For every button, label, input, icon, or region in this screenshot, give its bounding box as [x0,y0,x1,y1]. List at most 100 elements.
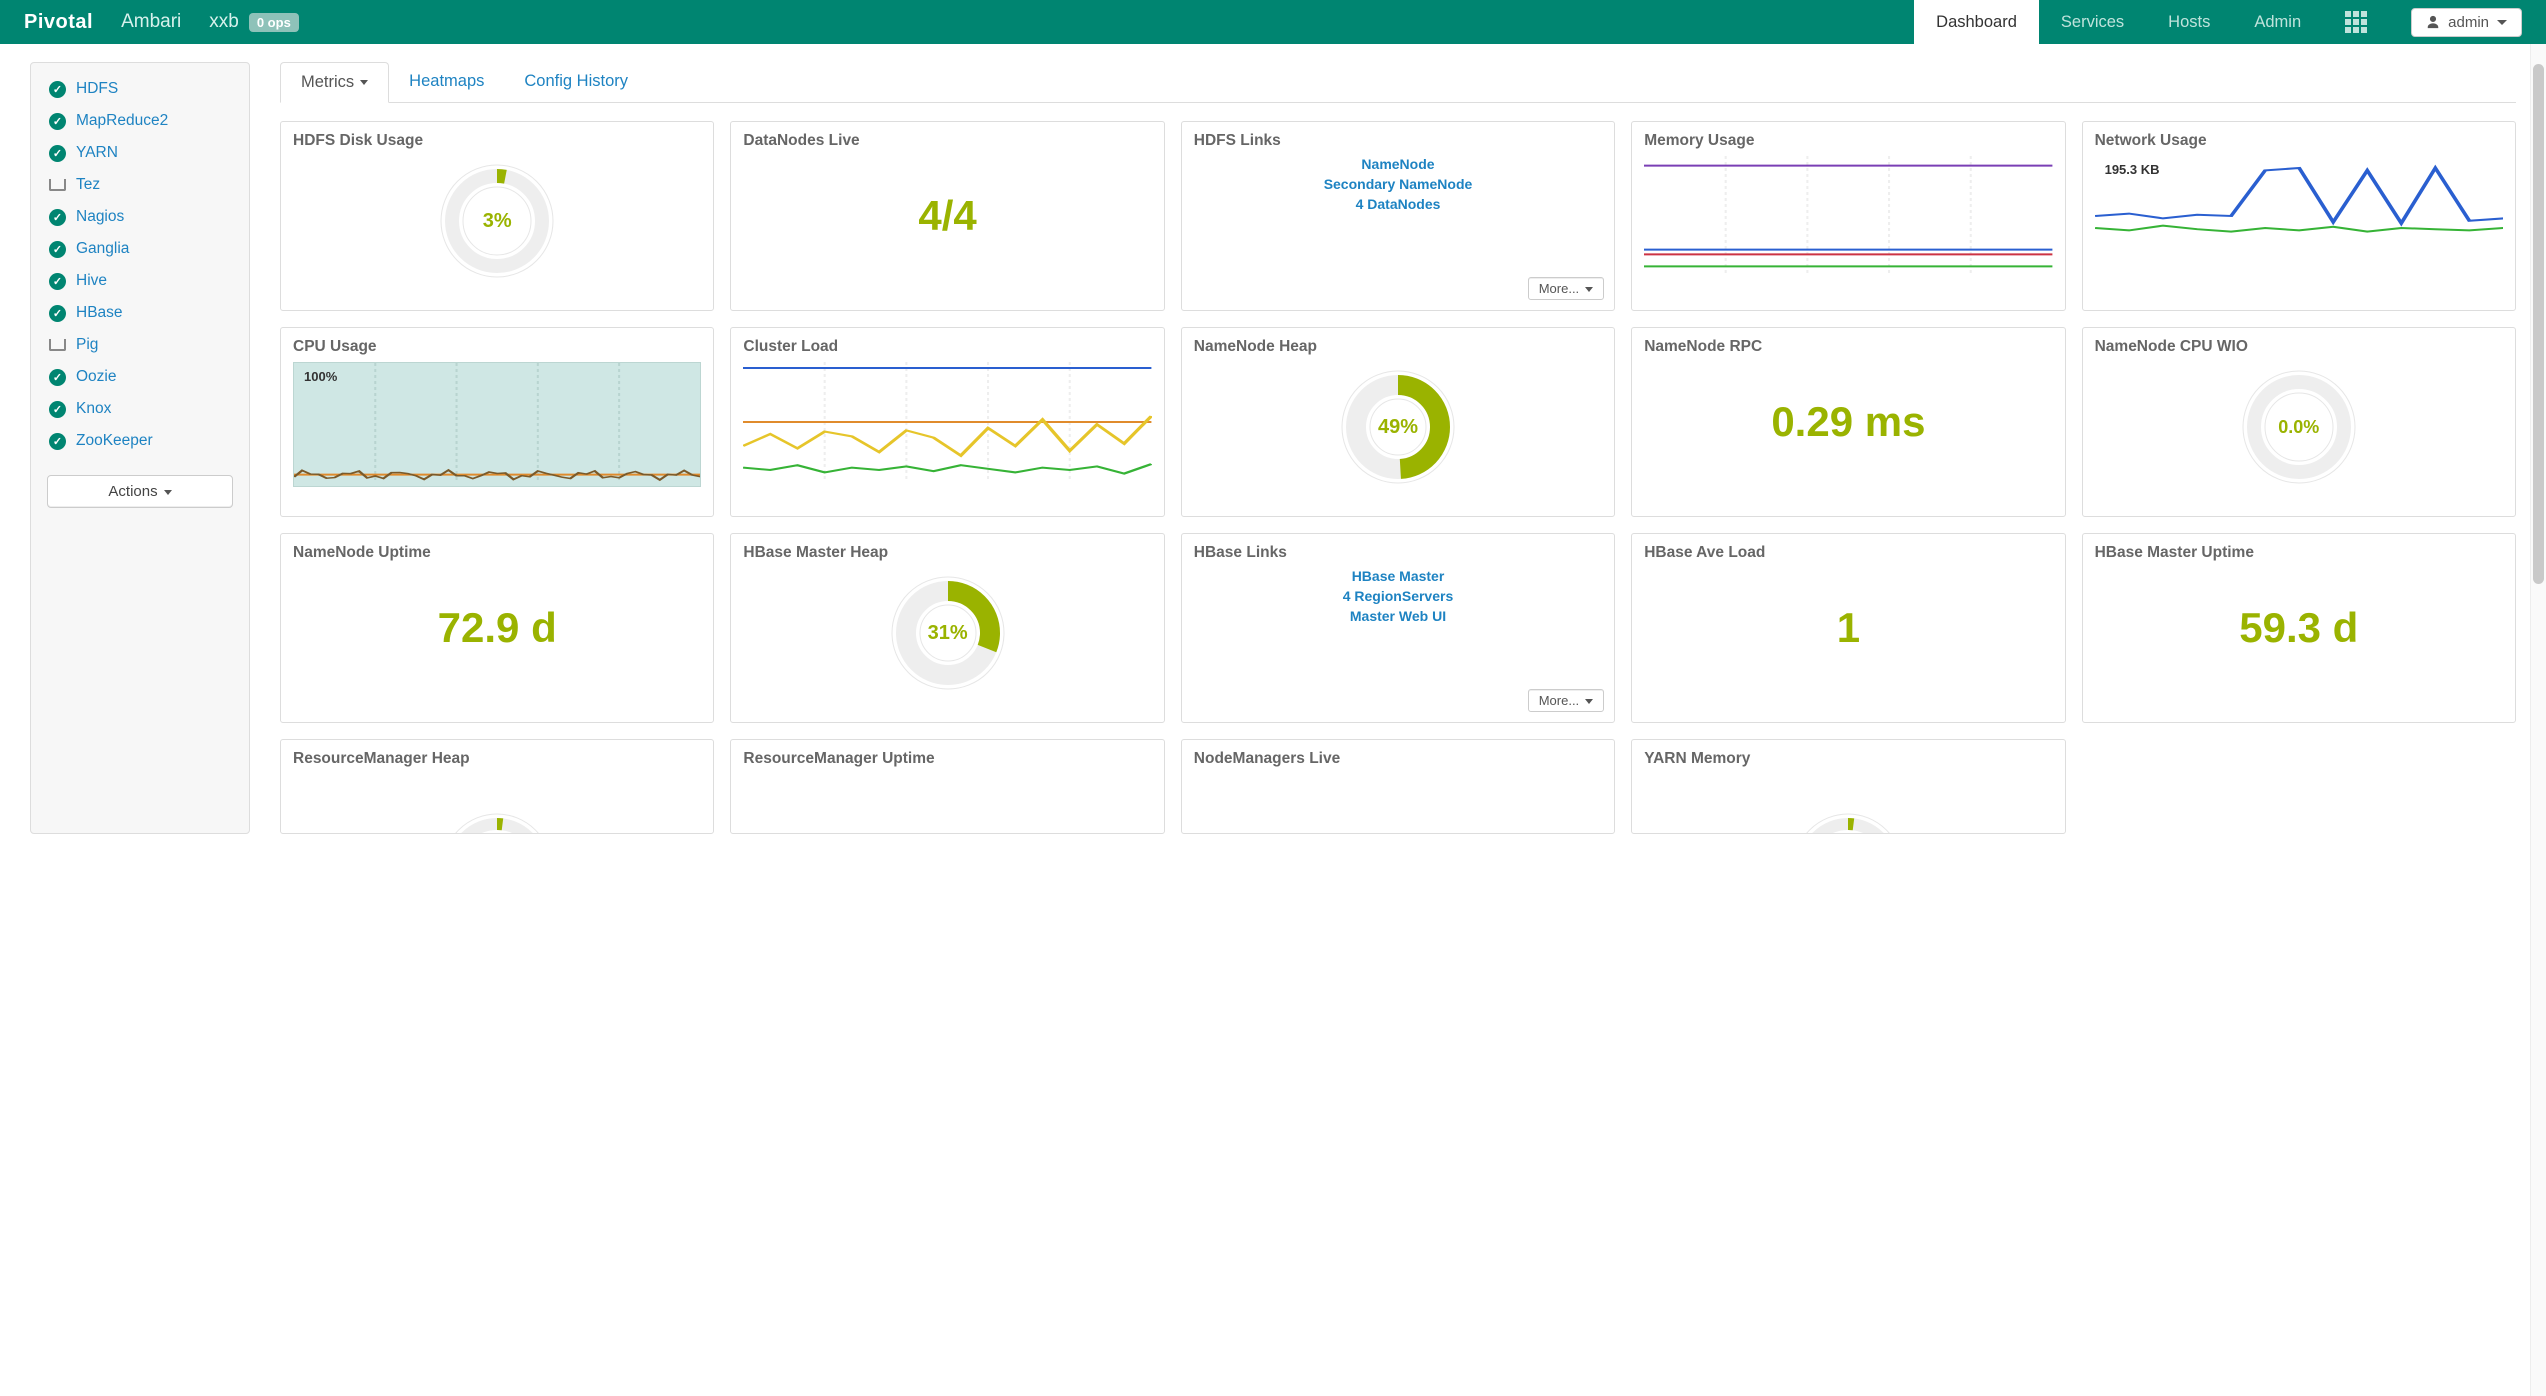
widget-hdfs-links[interactable]: HDFS LinksNameNodeSecondary NameNode4 Da… [1181,121,1615,311]
widget-nodemanagers-live[interactable]: NodeManagers Live4/4 [1181,739,1615,834]
widget-rm-heap[interactable]: ResourceManager Heap [280,739,714,834]
widget-title: YARN Memory [1644,750,2052,768]
tab-metrics[interactable]: Metrics [280,62,389,103]
widget-hdfs-disk[interactable]: HDFS Disk Usage 3% [280,121,714,311]
nav-services[interactable]: Services [2039,0,2146,44]
donut-label: 31% [928,622,968,645]
user-menu-button[interactable]: admin [2411,8,2522,37]
tab-config-history[interactable]: Config History [504,62,648,102]
widget-hbase-links[interactable]: HBase LinksHBase Master4 RegionServersMa… [1181,533,1615,723]
sidebar-item-ganglia[interactable]: ✓ Ganglia [31,233,249,265]
chart-annotation: 100% [304,369,337,384]
status-ok-icon: ✓ [49,401,66,418]
widget-namenode-cpu-wio[interactable]: NameNode CPU WIO 0.0% [2082,327,2516,517]
widget-hbase-ave-load[interactable]: HBase Ave Load 1 [1631,533,2065,723]
sidebar-item-label[interactable]: HDFS [76,80,118,98]
more-button[interactable]: More... [1528,277,1604,300]
nav-hosts[interactable]: Hosts [2146,0,2232,44]
sidebar-item-yarn[interactable]: ✓ YARN [31,137,249,169]
widget-title: NodeManagers Live [1194,750,1602,768]
status-ok-icon: ✓ [49,145,66,162]
tab-heatmaps[interactable]: Heatmaps [389,62,504,102]
more-label: More... [1539,693,1579,708]
sidebar-item-zookeeper[interactable]: ✓ ZooKeeper [31,425,249,457]
metric-value: 1 [1644,568,2052,688]
widget-hbase-master-heap[interactable]: HBase Master Heap 31% [730,533,1164,723]
nav-dashboard[interactable]: Dashboard [1914,0,2039,44]
widget-title: NameNode CPU WIO [2095,338,2503,356]
caret-down-icon [2497,20,2507,25]
links-list: NameNode Secondary NameNode 4 DataNodes [1194,156,1602,212]
widget-hbase-master-uptime[interactable]: HBase Master Uptime59.3 d [2082,533,2516,723]
widget-namenode-heap[interactable]: NameNode Heap 49% [1181,327,1615,517]
user-icon [2426,15,2440,29]
links-list: HBase Master 4 RegionServers Master Web UI [1194,568,1602,624]
sidebar-item-label[interactable]: YARN [76,144,118,162]
sidebar-item-label[interactable]: Pig [76,336,98,354]
widget-title: Network Usage [2095,132,2503,150]
donut-chart: 49% [1194,362,1602,492]
apps-menu[interactable] [2323,0,2389,44]
sidebar-item-label[interactable]: Tez [76,176,100,194]
sidebar-item-hive[interactable]: ✓ Hive [31,265,249,297]
status-ok-icon: ✓ [49,433,66,450]
sidebar-actions-button[interactable]: Actions [47,475,233,508]
widget-datanodes-live[interactable]: DataNodes Live4/4 [730,121,1164,311]
sidebar-item-mapreduce2[interactable]: ✓MapReduce2 [31,105,249,137]
sidebar-item-label[interactable]: Oozie [76,368,117,386]
sidebar-item-nagios[interactable]: ✓Nagios [31,201,249,233]
status-ok-icon: ✓ [49,273,66,290]
sidebar-item-knox[interactable]: ✓ Knox [31,393,249,425]
widget-network-usage[interactable]: Network Usage195.3 KB [2082,121,2516,311]
donut-chart [1644,803,2052,834]
sidebar-item-hbase[interactable]: ✓ HBase [31,297,249,329]
scrollbar[interactable] [2530,44,2546,1396]
sidebar-item-label[interactable]: HBase [76,304,123,322]
status-ok-icon: ✓ [49,241,66,258]
status-ok-icon: ✓ [49,305,66,322]
widget-cluster-load[interactable]: Cluster Load [730,327,1164,517]
metric-value: 72.9 d [293,568,701,688]
sidebar-item-oozie[interactable]: ✓ Oozie [31,361,249,393]
status-ok-icon: ✓ [49,369,66,386]
quick-link[interactable]: 4 RegionServers [1194,588,1602,604]
sidebar-item-label[interactable]: Nagios [76,208,124,226]
ops-badge[interactable]: 0 ops [249,13,299,32]
widget-title: HBase Ave Load [1644,544,2052,562]
donut-chart: 31% [743,568,1151,698]
sidebar-item-label[interactable]: MapReduce2 [76,112,168,130]
sidebar-item-label[interactable]: ZooKeeper [76,432,153,450]
cluster-name[interactable]: xxb [209,11,239,33]
nav-items: DashboardServicesHostsAdmin [1914,0,2323,44]
widget-title: HBase Master Uptime [2095,544,2503,562]
quick-link[interactable]: Master Web UI [1194,608,1602,624]
sidebar-item-tez[interactable]: Tez [31,169,249,201]
widget-namenode-uptime[interactable]: NameNode Uptime72.9 d [280,533,714,723]
quick-link[interactable]: 4 DataNodes [1194,196,1602,212]
quick-link[interactable]: NameNode [1194,156,1602,172]
sidebar-item-label[interactable]: Ganglia [76,240,129,258]
dashboard-main: MetricsHeatmapsConfig History HDFS Disk … [280,62,2516,834]
sidebar-item-hdfs[interactable]: ✓HDFS [31,73,249,105]
quick-link[interactable]: Secondary NameNode [1194,176,1602,192]
sidebar-item-label[interactable]: Knox [76,400,111,418]
apps-grid-icon [2345,11,2367,33]
widget-title: CPU Usage [293,338,701,356]
widget-title: ResourceManager Uptime [743,750,1151,768]
top-navbar: Pivotal Ambari xxb 0 ops DashboardServic… [0,0,2546,44]
nav-admin[interactable]: Admin [2232,0,2323,44]
brand-ambari[interactable]: Ambari [121,11,181,33]
widget-yarn-memory[interactable]: YARN Memory [1631,739,2065,834]
widget-grid: HDFS Disk Usage 3%DataNodes Live4/4HDFS … [280,121,2516,834]
quick-link[interactable]: HBase Master [1194,568,1602,584]
scrollbar-thumb[interactable] [2533,64,2544,584]
widget-cpu-usage[interactable]: CPU Usage 100% [280,327,714,517]
metric-value: 0.29 ms [1644,362,2052,482]
sidebar-item-pig[interactable]: Pig [31,329,249,361]
caret-down-icon [1585,699,1593,704]
widget-memory-usage[interactable]: Memory Usage [1631,121,2065,311]
more-button[interactable]: More... [1528,689,1604,712]
widget-rm-uptime[interactable]: ResourceManager Uptime72.9 d [730,739,1164,834]
widget-namenode-rpc[interactable]: NameNode RPC0.29 ms [1631,327,2065,517]
sidebar-item-label[interactable]: Hive [76,272,107,290]
